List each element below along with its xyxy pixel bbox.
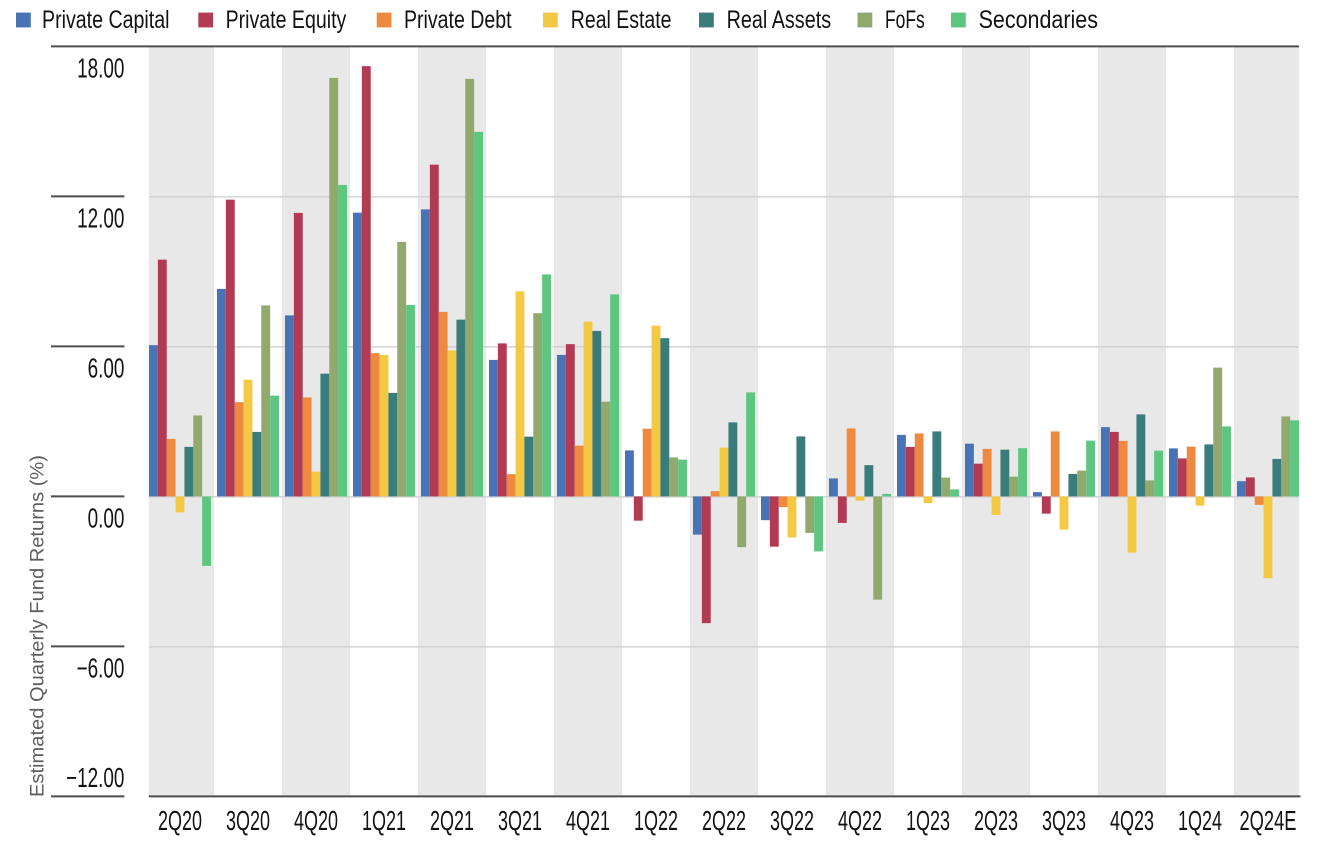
svg-text:Private Debt: Private Debt — [404, 6, 512, 34]
svg-text:6.00: 6.00 — [88, 352, 125, 383]
svg-text:12.00: 12.00 — [77, 202, 124, 233]
svg-text:2Q23: 2Q23 — [974, 805, 1018, 836]
svg-text:3Q22: 3Q22 — [770, 805, 814, 836]
svg-text:4Q21: 4Q21 — [566, 805, 610, 836]
svg-text:1Q22: 1Q22 — [634, 805, 678, 836]
svg-text:3Q23: 3Q23 — [1042, 805, 1086, 836]
svg-text:3Q21: 3Q21 — [498, 805, 542, 836]
svg-text:0.00: 0.00 — [88, 502, 125, 533]
svg-text:2Q22: 2Q22 — [702, 805, 746, 836]
svg-text:1Q21: 1Q21 — [362, 805, 406, 836]
svg-text:Secondaries: Secondaries — [979, 6, 1098, 34]
svg-text:−12.00: −12.00 — [66, 762, 124, 793]
svg-text:2Q21: 2Q21 — [430, 805, 474, 836]
svg-text:4Q23: 4Q23 — [1110, 805, 1154, 836]
svg-text:FoFs: FoFs — [885, 6, 925, 34]
svg-text:1Q23: 1Q23 — [906, 805, 950, 836]
svg-text:Private Capital: Private Capital — [42, 6, 170, 34]
svg-text:3Q20: 3Q20 — [226, 805, 270, 836]
svg-text:4Q22: 4Q22 — [838, 805, 882, 836]
svg-text:2Q20: 2Q20 — [158, 805, 202, 836]
svg-text:18.00: 18.00 — [77, 52, 124, 83]
svg-text:−6.00: −6.00 — [77, 652, 125, 683]
svg-text:Real Assets: Real Assets — [727, 6, 832, 34]
svg-text:Private Equity: Private Equity — [226, 6, 347, 34]
svg-text:1Q24: 1Q24 — [1178, 805, 1222, 836]
svg-text:Real Estate: Real Estate — [571, 6, 672, 34]
svg-text:4Q20: 4Q20 — [294, 805, 338, 836]
svg-text:Estimated Quarterly Fund Retur: Estimated Quarterly Fund Returns (%) — [28, 455, 49, 797]
svg-text:2Q24E: 2Q24E — [1240, 805, 1297, 836]
